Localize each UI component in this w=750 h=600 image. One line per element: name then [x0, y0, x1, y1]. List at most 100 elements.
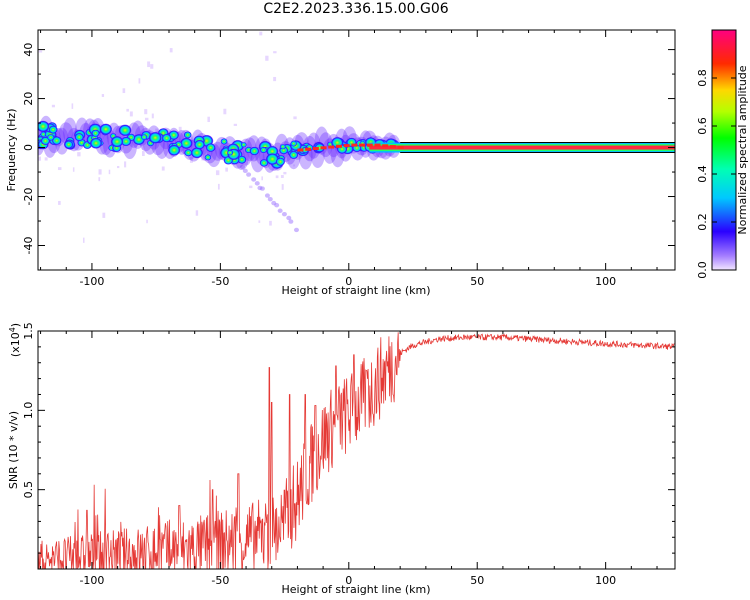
- spectrogram-blob: [74, 132, 85, 142]
- spectrogram-x-ticks: -100 -50 0 50 100: [40, 30, 658, 288]
- spectrogram-peak: [366, 143, 373, 147]
- spectrogram-blob: [193, 139, 206, 150]
- snr-xtick-label: 100: [595, 574, 616, 587]
- spectrogram-blob: [290, 140, 298, 147]
- spectrogram-speckle: [101, 94, 105, 97]
- snr-frame: [37, 330, 676, 570]
- spectrogram-trail: [277, 208, 283, 213]
- spectrogram-speckle: [144, 117, 149, 121]
- spectrogram-peak: [328, 145, 335, 149]
- colorbar-tick-label: 0.8: [696, 69, 709, 87]
- spectrogram-peak: [397, 145, 404, 149]
- spectrogram-speckle: [281, 184, 284, 190]
- spectrogram-blob: [120, 136, 132, 147]
- spectrogram-y-label: Frequency (Hz): [5, 109, 18, 192]
- spectrogram-blob: [64, 140, 74, 149]
- spectrogram-speckle: [98, 169, 102, 175]
- spectrogram-blob: [249, 146, 260, 156]
- spectrogram-blob: [220, 138, 228, 145]
- spectrogram-speckle: [215, 170, 220, 176]
- amplitude-colorbar: 0.0 0.2 0.4 0.6 0.8 Normalized spectral ampl…: [696, 29, 749, 279]
- spectrogram-speckle: [178, 126, 182, 132]
- spectrogram-trail: [242, 168, 248, 174]
- spectrogram-trail: [251, 177, 257, 182]
- spectrogram-blob: [148, 131, 162, 144]
- snr-y-label: SNR (10 * v/v): [7, 411, 20, 489]
- spectrogram-speckle: [38, 50, 43, 53]
- spectrogram-ytick-label: -40: [22, 237, 35, 255]
- spectrogram-speckle: [146, 219, 148, 224]
- spectrogram-speckle: [217, 183, 220, 190]
- spectrogram-blob: [275, 157, 286, 167]
- spectrogram-xtick-label: 0: [345, 275, 352, 288]
- spectrogram-speckle: [258, 220, 261, 223]
- spectrogram-speckle: [275, 175, 279, 179]
- spectrogram-speckle: [117, 166, 120, 169]
- spectrogram-speckle: [280, 175, 284, 178]
- spectrogram-peak: [389, 145, 396, 149]
- spectrogram-speckle: [273, 76, 277, 82]
- spectrogram-speckle: [223, 108, 227, 115]
- spectrogram-speckle: [272, 166, 276, 171]
- snr-panel: -100 -50 0 50 100 1.5 1.0 0.5 Height of straig…: [7, 322, 676, 596]
- spectrogram-speckle: [201, 145, 205, 152]
- colorbar-tick-label: 0.6: [696, 117, 709, 135]
- spectrogram-speckle: [129, 111, 133, 117]
- spectrogram-trail: [264, 193, 270, 198]
- spectrogram-peak: [305, 147, 312, 151]
- spectrogram-speckle: [161, 166, 165, 171]
- spectrogram-speckle: [265, 55, 269, 61]
- spectrogram-peak: [382, 144, 389, 148]
- spectrogram-peak: [320, 146, 327, 150]
- colorbar-tick-label: 0.4: [696, 165, 709, 183]
- spectrogram-blob: [118, 124, 132, 137]
- spectrogram-speckle: [141, 151, 145, 156]
- spectrogram-trail: [254, 181, 260, 186]
- spectrogram-speckle: [191, 136, 194, 141]
- spectrogram-speckle: [207, 116, 210, 123]
- spectrogram-trail: [259, 186, 265, 191]
- spectrogram-speckle: [126, 108, 129, 112]
- spectrogram-trail: [281, 211, 287, 217]
- snr-x-ticks: -100 -50 0 50 100: [40, 331, 658, 587]
- spectrogram-trail: [288, 219, 294, 224]
- spectrogram-panel: -100 -50 0 50 100 40 20 0 -20 -40 Height of stra…: [5, 29, 676, 297]
- spectrogram-speckle: [283, 171, 287, 175]
- colorbar-tick-label: 0.2: [696, 213, 709, 231]
- snr-scale-label: (x104): [8, 323, 22, 357]
- carrier-band-core: [369, 145, 675, 150]
- spectrogram-xtick-label: 100: [595, 275, 616, 288]
- spectrogram-speckle: [155, 128, 159, 133]
- spectrogram-image: [38, 31, 675, 243]
- spectrogram-blob: [183, 131, 192, 139]
- spectrogram-speckle: [189, 157, 193, 163]
- spectrogram-speckle: [269, 220, 272, 226]
- snr-line: [38, 332, 675, 569]
- spectrogram-blob: [161, 133, 172, 143]
- spectrogram-speckle: [225, 167, 228, 172]
- spectrogram-trail: [267, 196, 273, 202]
- spectrogram-speckle: [38, 156, 41, 161]
- spectrogram-speckle: [77, 152, 81, 157]
- spectrogram-blob: [110, 135, 124, 148]
- spectrogram-blob: [279, 144, 286, 150]
- spectrogram-xtick-label: 50: [470, 275, 484, 288]
- spectrogram-blob: [237, 155, 247, 164]
- spectrogram-speckle: [82, 237, 85, 243]
- spectrogram-speckle: [51, 104, 55, 108]
- spectrogram-speckle: [293, 164, 295, 167]
- spectrogram-trail: [286, 215, 292, 221]
- spectrogram-blob: [288, 150, 299, 160]
- spectrogram-trail: [274, 202, 280, 208]
- spectrogram-speckle: [255, 154, 259, 161]
- spectrogram-peak: [297, 148, 304, 152]
- spectrogram-speckle: [122, 88, 126, 94]
- spectrogram-speckle: [108, 169, 111, 175]
- spectrogram-frame: [37, 29, 676, 271]
- spectrogram-blob: [259, 146, 268, 154]
- colorbar-label: Normalized spectral amplitude: [736, 65, 749, 234]
- spectrogram-peak: [343, 144, 350, 148]
- spectrogram-peak: [374, 143, 381, 147]
- spectrogram-speckle: [201, 155, 205, 161]
